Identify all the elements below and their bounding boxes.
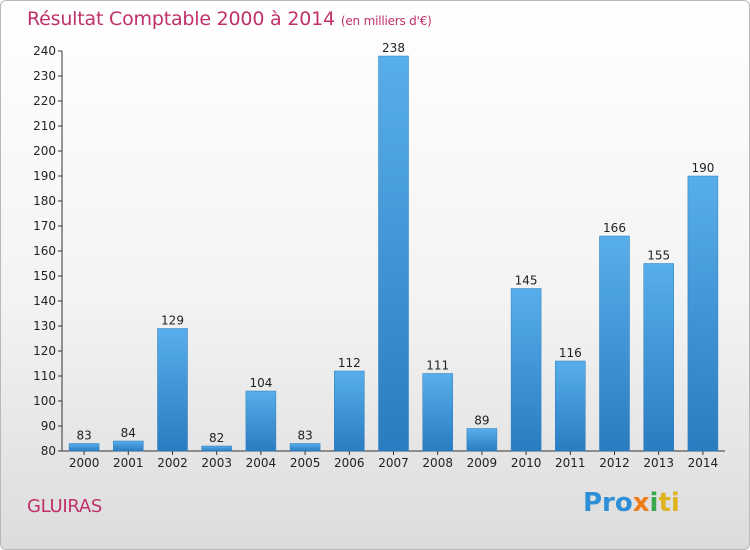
x-tick-label: 2009	[467, 456, 498, 470]
bar-2003	[201, 445, 232, 452]
y-tick-label: 170	[33, 219, 56, 233]
y-tick-label: 130	[33, 319, 56, 333]
x-axis: 2000 2001 2002 2003 2004 2005 2006 2007 2008 2009…	[62, 450, 725, 470]
chart-title: Résultat Comptable 2000 à 2014 (en millie…	[27, 8, 432, 30]
proxiti-logo[interactable]: Proxiti	[583, 488, 680, 518]
x-tick-label: 2004	[246, 456, 277, 470]
bar-2009	[466, 428, 498, 452]
data-label-2005: 83	[297, 429, 312, 443]
x-tick-label: 2013	[643, 456, 674, 470]
x-tick-label: 2014	[688, 456, 719, 470]
x-tick-label: 2002	[157, 456, 188, 470]
data-label-2002: 129	[161, 314, 184, 328]
y-tick-label: 240	[33, 44, 56, 58]
data-label-2006: 112	[338, 356, 361, 370]
bar-2010	[510, 288, 542, 452]
x-tick-label: 2000	[69, 456, 100, 470]
y-tick-label: 180	[33, 194, 56, 208]
y-tick-label: 80	[41, 444, 56, 458]
chart-subtitle: (en milliers d'€)	[340, 14, 432, 28]
x-tick-label: 2010	[511, 456, 542, 470]
logo-part-1: Pro	[583, 488, 633, 518]
x-tick-label: 2007	[378, 456, 409, 470]
data-label-2012: 166	[603, 221, 626, 235]
y-tick-label: 90	[41, 419, 56, 433]
bar-2014	[687, 175, 719, 452]
bar-2002	[157, 328, 188, 452]
data-label-2011: 116	[559, 346, 582, 360]
x-tick-label: 2001	[113, 456, 144, 470]
bar-2000	[68, 443, 100, 452]
y-tick-label: 140	[33, 294, 56, 308]
y-tick-label: 200	[33, 144, 56, 158]
data-labels: 83 84 129 82 104 83 112 238 111 89 145 116 166 155 190	[76, 41, 714, 445]
data-label-2000: 83	[76, 429, 91, 443]
bar-2001	[113, 440, 144, 452]
y-tick-label: 230	[33, 69, 56, 83]
y-axis: 80 90 100 110 120 130 140 150 160 170 180 190 200 210…	[33, 44, 63, 458]
y-tick-label: 160	[33, 244, 56, 258]
y-tick-label: 110	[33, 369, 56, 383]
y-tick-label: 220	[33, 94, 56, 108]
x-tick-label: 2005	[290, 456, 321, 470]
y-tick-label: 120	[33, 344, 56, 358]
y-tick-label: 150	[33, 269, 56, 283]
bar-2005	[289, 443, 321, 452]
logo-part-3: i	[649, 488, 659, 518]
bar-2007	[378, 55, 409, 452]
data-label-2013: 155	[647, 249, 670, 263]
logo-part-4: ti	[658, 488, 680, 518]
bars	[68, 55, 719, 452]
data-label-2009: 89	[474, 414, 489, 428]
x-tick-label: 2008	[422, 456, 453, 470]
bar-2008	[422, 373, 453, 452]
data-label-2004: 104	[249, 376, 272, 390]
data-label-2008: 111	[426, 359, 449, 373]
data-label-2014: 190	[691, 161, 714, 175]
x-tick-label: 2003	[201, 456, 232, 470]
x-tick-label: 2006	[334, 456, 365, 470]
data-label-2003: 82	[209, 431, 224, 445]
bar-2011	[555, 360, 586, 452]
commune-name: GLUIRAS	[27, 496, 102, 517]
y-tick-label: 190	[33, 169, 56, 183]
bar-2013	[643, 263, 674, 452]
x-tick-label: 2012	[599, 456, 630, 470]
y-tick-label: 210	[33, 119, 56, 133]
y-tick-label: 100	[33, 394, 56, 408]
bar-2012	[599, 235, 630, 452]
title-text: Résultat Comptable 2000 à 2014	[27, 8, 335, 30]
logo-part-2: x	[632, 488, 650, 518]
data-label-2007: 238	[382, 41, 405, 55]
x-tick-label: 2011	[555, 456, 586, 470]
bar-2004	[245, 390, 277, 452]
bar-2006	[334, 370, 365, 452]
data-label-2001: 84	[121, 426, 136, 440]
data-label-2010: 145	[515, 274, 538, 288]
